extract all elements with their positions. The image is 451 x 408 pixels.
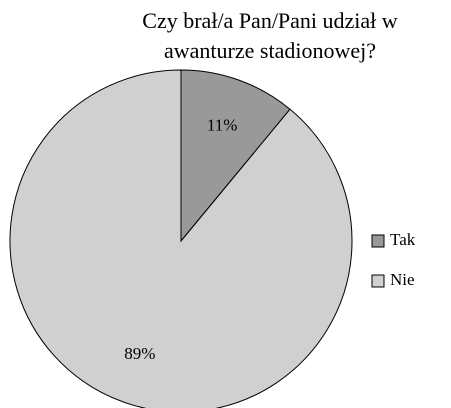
chart-title: Czy brał/a Pan/Pani udział w awanturze s… (142, 8, 398, 63)
pie-slice (9, 69, 353, 408)
legend-label: Nie (390, 270, 415, 289)
legend-swatch (371, 274, 385, 288)
legend-label: Tak (390, 230, 416, 249)
pie-slice (180, 69, 291, 243)
legend-swatch (371, 234, 385, 248)
data-label: 89% (124, 344, 155, 363)
data-label: 11% (207, 116, 238, 135)
